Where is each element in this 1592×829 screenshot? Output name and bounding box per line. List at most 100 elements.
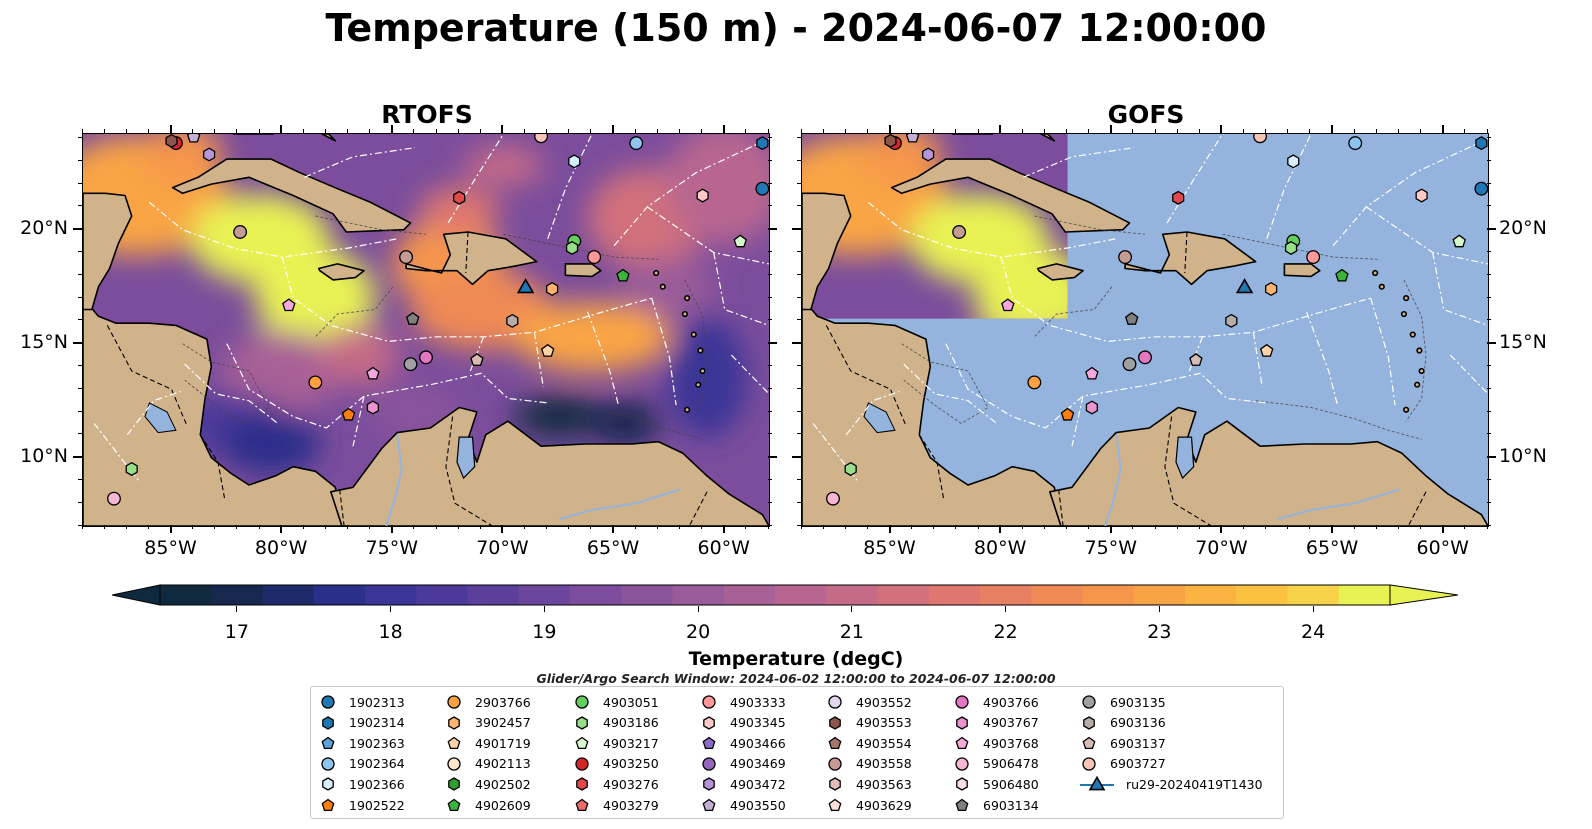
legend-item: 1902314 [319, 713, 405, 733]
eez-line [1449, 354, 1488, 395]
legend-symbol [828, 695, 842, 709]
legend-marker-hexagon-icon [322, 777, 334, 792]
legend-label: 4903554 [856, 735, 912, 751]
legend-symbol [829, 715, 841, 730]
temperature-patch [142, 134, 223, 185]
y-minor-tick [78, 251, 82, 252]
marker-4903186 [125, 461, 138, 477]
colorbar-tick-label: 19 [532, 621, 557, 643]
x-minor-tick [347, 129, 349, 133]
legend-symbol [703, 715, 715, 730]
y-minor-tick [1487, 296, 1491, 298]
x-minor-tick [192, 525, 194, 529]
x-tick-label: 80°W [973, 537, 1027, 559]
temperature-patch [221, 413, 322, 474]
colorbar-tick [851, 606, 853, 612]
x-minor-tick [479, 525, 481, 529]
x-minor-tick [1243, 525, 1245, 529]
colorbar-segment [1082, 585, 1135, 605]
legend-marker-pentagon-icon [702, 736, 716, 750]
legend-item: 1902522 [319, 795, 405, 815]
y-major-tick [73, 455, 82, 458]
legend-symbol [321, 798, 335, 812]
x-minor-tick [479, 129, 481, 133]
marker-4903768 [366, 366, 380, 380]
legend-marker-pentagon-icon [321, 798, 335, 812]
x-tick-label: 60°W [697, 537, 750, 559]
border-line [465, 231, 469, 274]
legend-symbol [321, 695, 335, 709]
x-minor-tick [1375, 525, 1377, 529]
x-minor-tick [634, 525, 636, 529]
legend-symbol [1082, 736, 1096, 750]
y-minor-tick [1487, 251, 1491, 252]
y-minor-tick [78, 159, 82, 161]
marker-4901719 [540, 343, 555, 357]
colorbar-tick-label: 22 [993, 621, 1018, 643]
island [1403, 294, 1410, 302]
marker-6903136 [1225, 313, 1238, 328]
marker-4903558 [1118, 250, 1133, 265]
legend-symbol [955, 736, 969, 750]
land-cuba [890, 158, 1131, 233]
y-minor-tick [1487, 273, 1491, 275]
y-minor-tick [78, 205, 82, 207]
marker-5906478 [107, 491, 121, 506]
lake-maracaibo [456, 436, 476, 480]
colorbar-segment [1133, 585, 1186, 605]
legend-label: 1902314 [349, 715, 405, 731]
x-major-tick [612, 125, 615, 133]
island [1378, 283, 1385, 290]
island [1403, 406, 1410, 413]
colorbar-segment [211, 585, 264, 605]
legend-marker-triangle-icon [1080, 776, 1114, 791]
land-jamaica [317, 263, 365, 281]
legend-item: 4902609 [445, 795, 531, 815]
legend-marker-hexagon-icon [1083, 715, 1095, 730]
y-minor-tick [78, 319, 82, 321]
marker-4903558 [233, 225, 248, 239]
colorbar-label: Temperature (degC) [688, 648, 904, 670]
eez-line [713, 252, 769, 326]
marker-4903333 [1306, 250, 1321, 265]
marker-1902313 [755, 181, 769, 196]
legend-marker-pentagon-icon [321, 736, 335, 750]
legend-item: 3902457 [445, 713, 531, 733]
x-minor-tick [701, 525, 703, 529]
legend-symbol [828, 798, 842, 812]
country-borders [106, 231, 708, 526]
eez-line [1071, 395, 1084, 447]
lake-nicaragua [863, 402, 896, 434]
island [659, 283, 666, 290]
colorbar-segment [928, 585, 981, 605]
legend-symbol [1083, 715, 1095, 730]
colorbar-segment [1287, 585, 1340, 605]
legend-marker-circle-icon [1082, 757, 1096, 771]
temperature-patch [974, 248, 1068, 319]
temperature-blobs [802, 134, 1068, 319]
x-minor-tick [1420, 525, 1422, 529]
x-minor-tick [1397, 525, 1399, 529]
river [1277, 488, 1400, 521]
colorbar-segment [1338, 585, 1391, 605]
legend-marker-hexagon-icon [448, 715, 460, 730]
x-tick-label: 85°W [863, 537, 916, 559]
x-minor-tick [1198, 129, 1200, 133]
y-minor-tick [1487, 182, 1491, 184]
legend-marker-pentagon-icon [955, 736, 969, 750]
x-minor-tick [1486, 129, 1488, 133]
border-line [1407, 491, 1427, 526]
marker-1902314 [1475, 136, 1488, 151]
legend-marker-circle-icon [321, 695, 335, 709]
legend-marker-hexagon-icon [829, 715, 841, 730]
legend-item: 1902313 [319, 692, 405, 712]
depth-contour [536, 400, 703, 440]
colorbar-tick-label: 24 [1301, 621, 1326, 643]
legend-item: 6903727 [1080, 754, 1166, 774]
depth-contour [684, 279, 708, 422]
marker-4903558 [952, 225, 967, 239]
legend-symbol [956, 777, 968, 792]
x-minor-tick [1420, 129, 1422, 133]
eez-line [149, 201, 398, 258]
eez-line [533, 332, 544, 388]
